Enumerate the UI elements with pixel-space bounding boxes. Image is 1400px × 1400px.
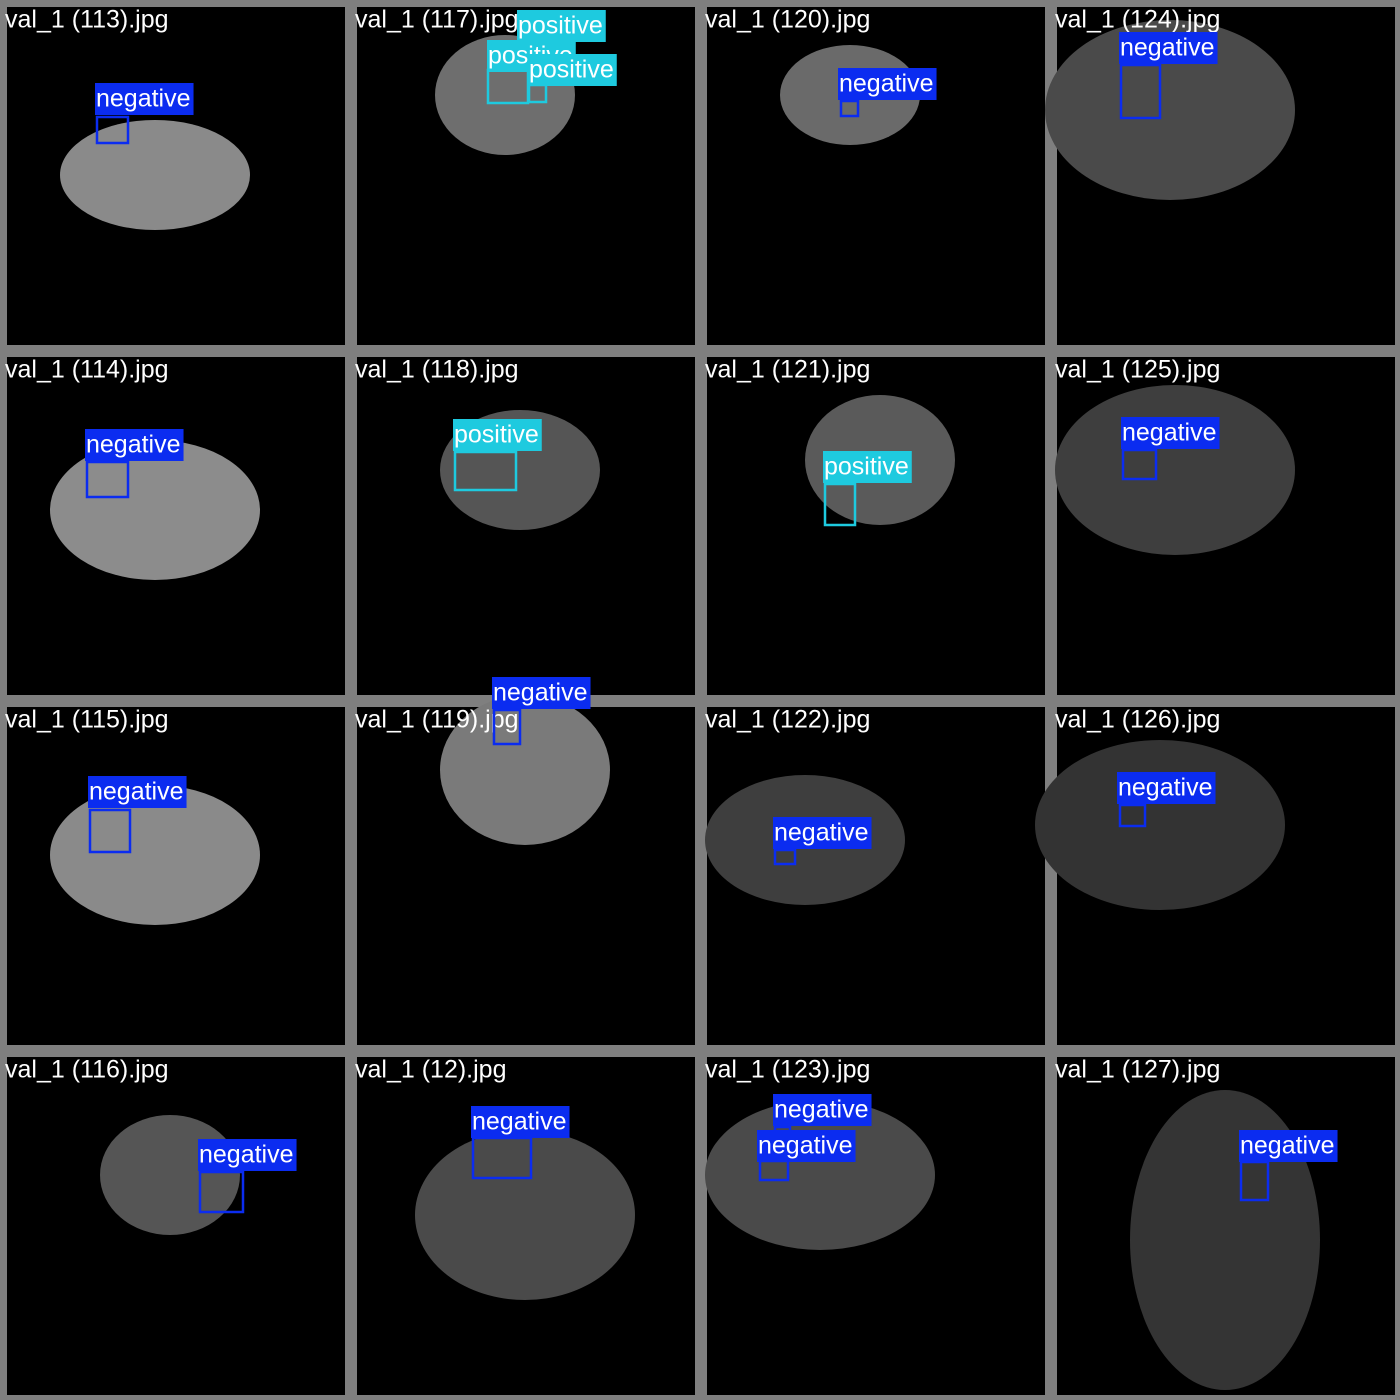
filename: val_1 (113).jpg: [5, 6, 169, 34]
detection-label: negative: [1122, 419, 1217, 447]
label-background: [492, 677, 591, 709]
filename: val_1 (12).jpg: [355, 1056, 506, 1084]
bounding-box: [95, 115, 130, 145]
filename: val_1 (121).jpg: [705, 356, 870, 384]
detection-label: negative: [839, 70, 934, 98]
label-background: [453, 419, 542, 451]
filename: val_1 (119).jpg: [355, 706, 519, 734]
detection-label: negative: [89, 778, 184, 806]
detection-label: negative: [472, 1108, 567, 1136]
detection-label: negative: [1240, 1132, 1335, 1160]
label-background: [823, 451, 912, 483]
filename: val_1 (126).jpg: [1055, 706, 1220, 734]
filename: val_1 (117).jpg: [355, 6, 519, 34]
label-background: [88, 776, 187, 808]
label-background: [1239, 1130, 1338, 1162]
brain-scan: [1035, 740, 1285, 910]
bounding-box: [1121, 448, 1158, 481]
brain-scan: [50, 440, 260, 580]
label-background: [85, 429, 184, 461]
bounding-box: [1119, 63, 1162, 120]
filename: val_1 (122).jpg: [705, 706, 870, 734]
detection-label: negative: [86, 431, 181, 459]
label-background: [517, 10, 606, 42]
detection-label: positive: [824, 453, 909, 481]
filename: val_1 (118).jpg: [355, 356, 519, 384]
brain-scan: [440, 695, 610, 845]
bounding-box: [773, 848, 797, 866]
filename: val_1 (114).jpg: [5, 356, 169, 384]
filename: val_1 (116).jpg: [5, 1056, 169, 1084]
label-background: [1121, 417, 1220, 449]
brain-scan: [60, 120, 250, 230]
label-background: [198, 1139, 297, 1171]
label-background: [95, 83, 194, 115]
detection-label: negative: [774, 819, 869, 847]
detection-label: negative: [199, 1141, 294, 1169]
filename: val_1 (125).jpg: [1055, 356, 1220, 384]
bounding-box: [88, 808, 132, 854]
bounding-box: [492, 708, 522, 746]
filename: val_1 (123).jpg: [705, 1056, 870, 1084]
detection-label: negative: [493, 679, 588, 707]
brain-scan: [415, 1130, 635, 1300]
detection-label: negative: [774, 1096, 869, 1124]
brain-scan: [50, 785, 260, 925]
filename: val_1 (127).jpg: [1055, 1056, 1220, 1084]
filename: val_1 (120).jpg: [705, 6, 870, 34]
label-background: [757, 1130, 856, 1162]
brain-scan: [1045, 20, 1295, 200]
label-background: [471, 1106, 570, 1138]
detection-label: positive: [529, 56, 614, 84]
filename: val_1 (124).jpg: [1055, 6, 1220, 34]
label-background: [773, 817, 872, 849]
brain-scan: [1055, 385, 1295, 555]
label-background: [1119, 32, 1218, 64]
brain-scan: [1130, 1090, 1320, 1390]
bounding-box: [85, 460, 130, 499]
bounding-box: [823, 482, 857, 527]
detection-label: negative: [1118, 774, 1213, 802]
label-background: [1117, 772, 1216, 804]
bounding-box: [839, 99, 860, 118]
label-background: [773, 1094, 872, 1126]
bounding-box: [1118, 803, 1147, 828]
bounding-box: [453, 450, 518, 492]
detection-label: negative: [1120, 34, 1215, 62]
detection-label: negative: [96, 85, 191, 113]
detection-label: positive: [454, 421, 539, 449]
brain-scan: [100, 1115, 240, 1235]
detection-label: negative: [758, 1132, 853, 1160]
label-background: [528, 54, 617, 86]
filename: val_1 (115).jpg: [5, 706, 169, 734]
bounding-box: [198, 1170, 245, 1214]
label-background: [838, 68, 937, 100]
detection-label: positive: [518, 12, 603, 40]
